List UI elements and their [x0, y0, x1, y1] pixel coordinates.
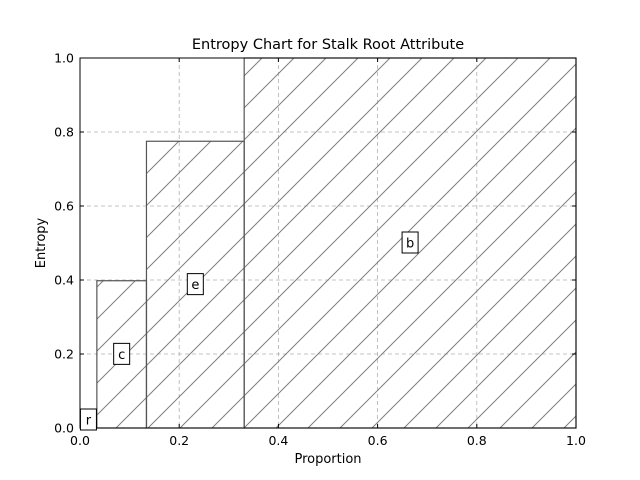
y-axis-ticks: 0.0 0.2 0.4 0.6 0.8 1.0 — [54, 51, 576, 436]
x-tick-label-4: 0.8 — [467, 433, 487, 448]
x-tick-label-0: 0.0 — [70, 433, 90, 448]
bar-label-text-b: b — [406, 237, 414, 252]
bar-label-text-r: r — [86, 414, 92, 429]
y-tick-label-4: 0.8 — [54, 125, 74, 140]
y-tick-label-1: 0.2 — [54, 347, 74, 362]
bar-label-b: b — [401, 231, 419, 254]
bar-label-r: r — [79, 408, 97, 431]
bar-label-e: e — [186, 273, 204, 296]
y-tick-label-2: 0.4 — [54, 273, 74, 288]
y-tick-label-5: 1.0 — [54, 51, 74, 66]
bar-labels: r c e b — [79, 231, 419, 431]
chart-title: Entropy Chart for Stalk Root Attribute — [192, 37, 464, 53]
bar-label-box-r — [79, 408, 97, 431]
bar-label-box-b — [401, 231, 419, 254]
bar-label-c: c — [113, 342, 131, 365]
plot-frame — [79, 57, 577, 429]
y-axis-label: Entropy — [34, 217, 49, 268]
bar-label-box-c — [113, 342, 131, 365]
x-tick-label-2: 0.4 — [268, 433, 288, 448]
bar-label-text-c: c — [118, 348, 125, 363]
x-axis-label: Proportion — [294, 452, 361, 467]
y-tick-label-0: 0.0 — [54, 421, 74, 436]
bar-label-box-e — [186, 273, 204, 296]
y-tick-label-3: 0.6 — [54, 199, 74, 214]
bar-label-text-e: e — [191, 278, 199, 293]
bars-group — [96, 57, 577, 429]
x-tick-label-3: 0.6 — [368, 433, 388, 448]
x-tick-label-5: 1.0 — [566, 433, 586, 448]
x-tick-label-1: 0.2 — [169, 433, 189, 448]
